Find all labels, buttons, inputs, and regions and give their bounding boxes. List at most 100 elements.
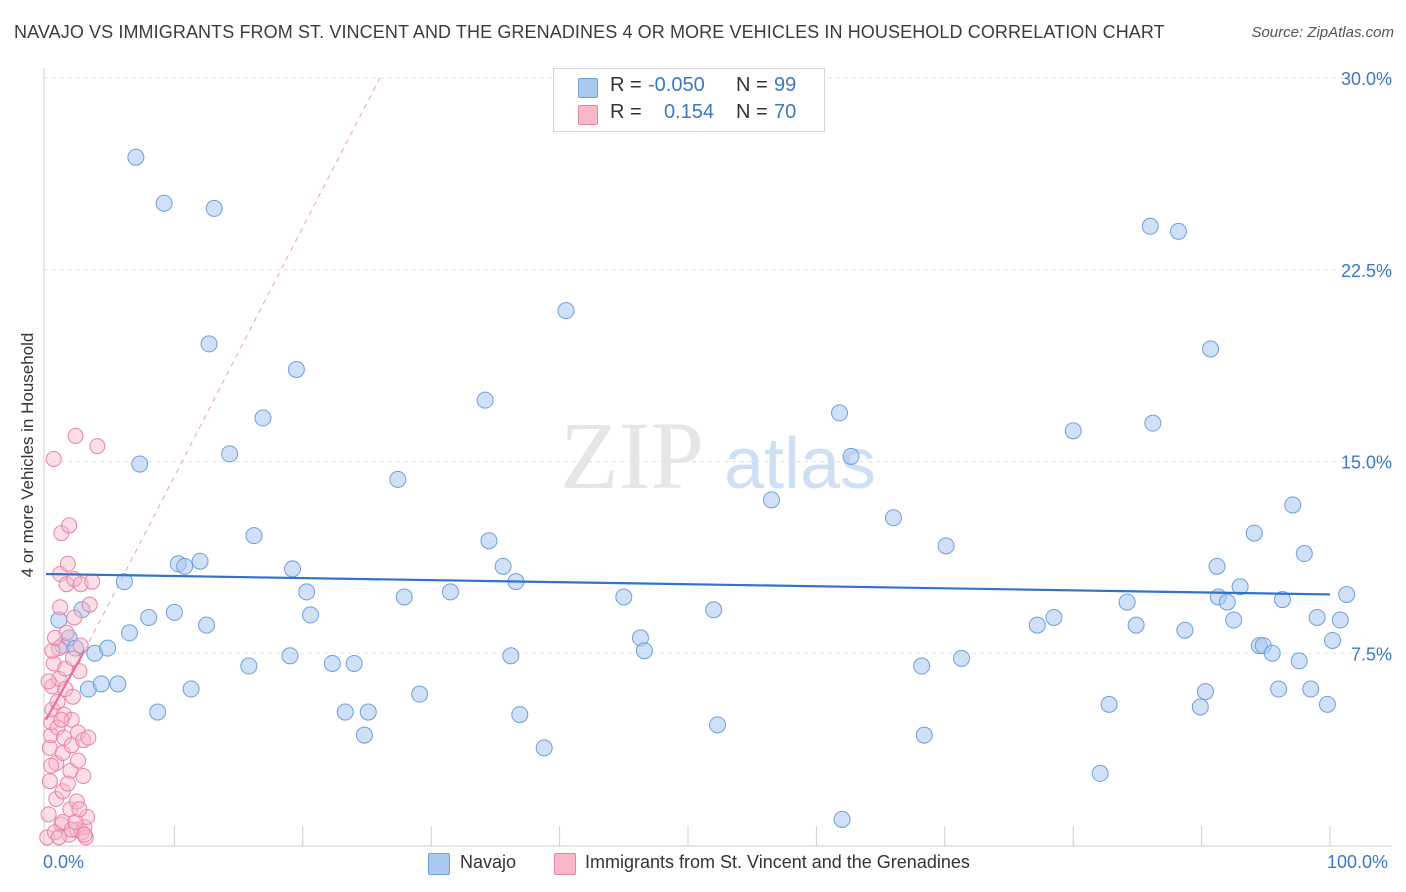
bottom-legend-immigrants: Immigrants from St. Vincent and the Gren… xyxy=(585,852,970,872)
chart-title: NAVAJO VS IMMIGRANTS FROM ST. VINCENT AN… xyxy=(14,22,1165,42)
immigrants-trend-line xyxy=(45,650,86,721)
grid-lines xyxy=(44,77,1392,654)
navajo-point xyxy=(131,455,149,473)
navajo-point xyxy=(182,680,200,698)
navajo-point xyxy=(476,391,494,409)
immigrants-point xyxy=(50,640,67,657)
navajo-point xyxy=(200,335,218,353)
navajo-point xyxy=(359,703,377,721)
stats-legend: R = -0.050 N = 99 R = 0.154 N = 70 xyxy=(553,68,825,132)
immigrants-point xyxy=(50,829,67,846)
navajo-point xyxy=(176,557,194,575)
navajo-point xyxy=(127,148,145,166)
immigrants-point xyxy=(54,783,71,800)
navajo-point xyxy=(762,491,780,509)
navajo-point xyxy=(1270,680,1288,698)
navajo-point xyxy=(109,675,127,693)
y-tick-label: 7.5% xyxy=(1351,644,1392,664)
immigrants-point xyxy=(64,688,81,705)
legend-swatch-immigrants xyxy=(578,105,598,125)
navajo-point xyxy=(1208,557,1226,575)
navajo-point xyxy=(1141,217,1159,235)
navajo-point xyxy=(345,654,363,672)
navajo-point xyxy=(355,726,373,744)
navajo-point xyxy=(1144,414,1162,432)
immigrants-point xyxy=(49,719,66,736)
immigrants-point xyxy=(75,767,92,784)
navajo-point xyxy=(191,552,209,570)
navajo-point xyxy=(254,409,272,427)
legend-n-value: 99 xyxy=(774,74,797,96)
navajo-point xyxy=(221,445,239,463)
immigrants-point xyxy=(53,711,70,728)
immigrants-point xyxy=(70,724,87,741)
immigrants-point xyxy=(76,826,93,843)
axes xyxy=(43,68,1392,847)
navajo-point xyxy=(149,703,167,721)
navajo-point xyxy=(557,302,575,320)
navajo-point xyxy=(1218,593,1236,611)
navajo-point xyxy=(1284,496,1302,514)
navajo-point xyxy=(1118,593,1136,611)
trend-lines xyxy=(84,77,381,651)
navajo-point xyxy=(298,583,316,601)
y-tick-label: 15.0% xyxy=(1341,453,1392,473)
navajo-point xyxy=(833,810,851,828)
navajo-point xyxy=(336,703,354,721)
immigrants-point xyxy=(46,629,63,646)
navajo-point xyxy=(1127,616,1145,634)
immigrants-point xyxy=(43,757,60,774)
navajo-trend-line xyxy=(45,572,1331,596)
navajo-point xyxy=(705,601,723,619)
bottom-legend-swatch-immigrants xyxy=(554,853,576,875)
navajo-point xyxy=(635,642,653,660)
navajo-point xyxy=(1028,616,1046,634)
navajo-point xyxy=(411,685,429,703)
immigrants-point xyxy=(41,773,58,790)
immigrants-point xyxy=(81,596,98,613)
immigrants-point xyxy=(77,829,94,846)
navajo-point xyxy=(937,537,955,555)
immigrants-point xyxy=(39,829,56,846)
navajo-point xyxy=(1318,695,1336,713)
navajo-point xyxy=(709,716,727,734)
legend-r-value: 0.154 xyxy=(664,101,715,123)
navajo-point xyxy=(502,647,520,665)
immigrants-point xyxy=(70,752,87,769)
navajo-point xyxy=(1273,591,1291,609)
navajo-point xyxy=(287,360,305,378)
immigrants-point xyxy=(50,670,67,687)
navajo-point xyxy=(323,654,341,672)
navajo-point xyxy=(99,639,117,657)
watermark: ZIP atlas xyxy=(560,402,876,509)
navajo-point xyxy=(1308,608,1326,626)
navajo-point xyxy=(1196,683,1214,701)
trend-extension-line xyxy=(84,77,381,651)
navajo-point xyxy=(120,624,138,642)
navajo-point xyxy=(284,560,302,578)
immigrants-point xyxy=(40,806,57,823)
navajo-point xyxy=(1169,222,1187,240)
legend-r-label: R = xyxy=(610,101,642,123)
navajo-point xyxy=(395,588,413,606)
watermark-zip: ZIP xyxy=(560,402,704,509)
navajo-point xyxy=(302,606,320,624)
immigrants-point xyxy=(45,450,62,467)
immigrants-point xyxy=(72,637,89,654)
navajo-point xyxy=(1295,545,1313,563)
navajo-point xyxy=(1302,680,1320,698)
navajo-point xyxy=(615,588,633,606)
navajo-point xyxy=(198,616,215,634)
immigrants-point xyxy=(61,517,78,534)
navajo-point xyxy=(240,657,258,675)
navajo-point xyxy=(140,608,158,626)
navajo-point xyxy=(205,199,223,217)
navajo-point xyxy=(115,573,133,591)
navajo-point xyxy=(245,527,263,545)
y-tick-label: 22.5% xyxy=(1341,261,1392,281)
immigrants-point xyxy=(59,555,76,572)
navajo-point xyxy=(389,470,407,488)
navajo-point xyxy=(441,583,459,601)
navajo-point xyxy=(913,657,931,675)
bottom-legend-swatch-navajo xyxy=(428,853,450,875)
